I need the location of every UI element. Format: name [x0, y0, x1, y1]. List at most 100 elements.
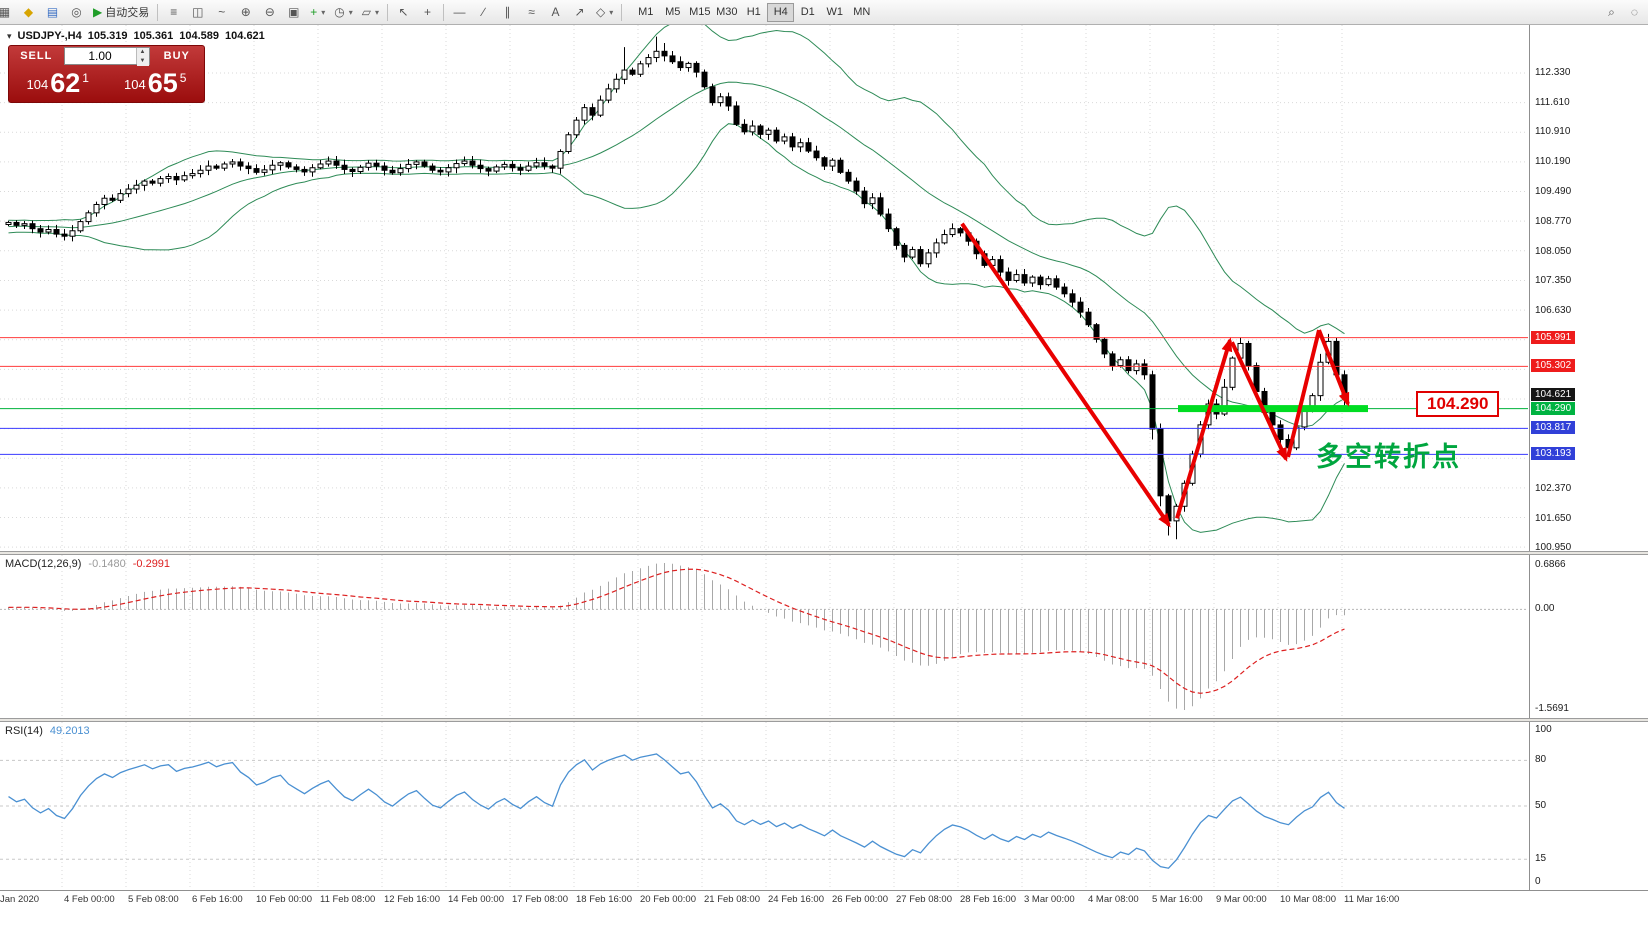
timeframe-h4[interactable]: H4 — [767, 2, 795, 22]
ohlc-high: 105.361 — [133, 30, 174, 42]
time-axis-label: 14 Feb 00:00 — [448, 894, 504, 905]
community-button[interactable]: ◌ — [1623, 2, 1646, 23]
symbol-label: USDJPY-,H4 — [17, 30, 82, 42]
rsi-scale[interactable]: 100 80 50 15 0 — [1529, 722, 1648, 890]
bar-chart-icon: ≡ — [170, 5, 178, 19]
price-scale-label: 110.910 — [1535, 126, 1571, 138]
zoom-out-button[interactable]: ⊖ — [258, 2, 281, 23]
price-level-tag: 103.193 — [1531, 447, 1576, 461]
buy-price-big: 65 — [147, 68, 178, 98]
symbol-info: ▾ USDJPY-,H4 105.319 105.361 104.589 104… — [7, 30, 265, 42]
timeframe-mn[interactable]: MN — [853, 6, 871, 18]
navigator-button[interactable]: ◎ — [65, 2, 88, 23]
new-chart-button[interactable]: ▦ — [0, 2, 16, 23]
timeframe-m15[interactable]: M15 — [689, 6, 711, 18]
one-click-collapse-icon[interactable]: ▾ — [7, 30, 12, 41]
time-axis-label: 10 Feb 00:00 — [256, 894, 312, 905]
community-icon: ◌ — [1630, 5, 1639, 19]
main-chart-pane: 112.330 111.610 110.910 110.190 109.490 108.7… — [0, 25, 1648, 553]
periods-button[interactable]: ◷ ▾ — [330, 2, 357, 23]
candlestick-button[interactable]: ◫ — [186, 2, 209, 23]
volume-input[interactable] — [64, 48, 136, 64]
timeframe-h1[interactable]: H1 — [746, 6, 761, 18]
crosshair-button[interactable]: + — [416, 2, 439, 23]
channel-button[interactable]: ∥ — [496, 2, 519, 23]
time-axis[interactable]: Jan 2020 4 Feb 00:00 5 Feb 08:00 6 Feb 16:0… — [0, 890, 1648, 909]
autotrading-button[interactable]: ▶ 自动交易 — [89, 2, 153, 23]
buy-label: BUY — [163, 50, 190, 62]
trendline-button[interactable]: ∕ — [472, 2, 495, 23]
timeframe-m1[interactable]: M1 — [638, 6, 654, 18]
sell-price-main: 104 — [26, 77, 49, 92]
indicators-button[interactable]: + ▾ — [306, 2, 329, 23]
price-level-tag: 105.991 — [1531, 330, 1576, 344]
channel-icon: ∥ — [504, 5, 511, 19]
search-icon: ⌕ — [1608, 5, 1615, 19]
market-watch-icon: ▤ — [46, 5, 59, 19]
navigator-icon: ◎ — [71, 5, 82, 19]
volume-down-button[interactable]: ▼ — [136, 57, 149, 66]
time-axis-label: 21 Feb 08:00 — [704, 894, 760, 905]
horizontal-line-icon: ― — [453, 5, 466, 19]
price-chart-canvas[interactable] — [0, 25, 1528, 551]
price-scale-label: 107.350 — [1535, 274, 1572, 286]
toolbar: ▦ ◆ ▤ ◎ ▶ 自动交易 ≡ ◫ ~ ⊕ ⊖ ▣ + ▾ ◷ ▾ ▱ ▾ ↖ + ―… — [0, 0, 1648, 25]
shapes-button[interactable]: ◇ ▾ — [592, 2, 617, 23]
horizontal-line-button[interactable]: ― — [448, 2, 471, 23]
rsi-scale-label: 80 — [1535, 754, 1547, 766]
pane-divider[interactable] — [0, 718, 1648, 722]
buy-button[interactable]: 104 65 5 — [107, 66, 205, 102]
autotrading-label: 自动交易 — [105, 7, 150, 19]
templates-button[interactable]: ▱ ▾ — [358, 2, 383, 23]
timeframe-d1[interactable]: D1 — [800, 6, 815, 18]
fibonacci-icon: ≈ — [528, 5, 535, 19]
sell-button[interactable]: 104 62 1 — [9, 66, 107, 102]
fibonacci-button[interactable]: ≈ — [520, 2, 543, 23]
time-axis-label: 6 Feb 16:00 — [192, 894, 243, 905]
pane-divider[interactable] — [0, 551, 1648, 555]
time-axis-label: 5 Feb 08:00 — [128, 894, 179, 905]
toolbar-separator — [443, 3, 445, 21]
bar-chart-button[interactable]: ≡ — [162, 2, 185, 23]
candlestick-icon: ◫ — [192, 5, 204, 19]
time-axis-label: 12 Feb 16:00 — [384, 894, 440, 905]
time-axis-label: 5 Mar 16:00 — [1152, 894, 1203, 905]
rsi-name: RSI(14) — [5, 725, 43, 737]
text-tool-button[interactable]: A — [544, 2, 567, 23]
toolbar-separator — [621, 3, 623, 21]
time-axis-label: 28 Feb 16:00 — [960, 894, 1016, 905]
price-level-tag: 104.290 — [1531, 401, 1576, 415]
ohlc-low: 104.589 — [179, 30, 220, 42]
tile-windows-button[interactable]: ▣ — [282, 2, 305, 23]
time-axis-label: 26 Feb 00:00 — [832, 894, 888, 905]
arrow-tool-button[interactable]: ↗ — [568, 2, 591, 23]
rsi-scale-label: 50 — [1535, 800, 1547, 811]
macd-label: MACD(12,26,9) -0.1480 -0.2991 — [5, 558, 170, 570]
market-watch-button[interactable]: ▤ — [41, 2, 64, 23]
zoom-in-button[interactable]: ⊕ — [234, 2, 257, 23]
line-chart-button[interactable]: ~ — [210, 2, 233, 23]
rsi-scale-label: 15 — [1535, 853, 1547, 865]
price-scale-label: 109.490 — [1535, 185, 1572, 197]
turning-point-annotation[interactable]: 多空转折点 — [1316, 442, 1461, 472]
macd-scale-label: -1.5691 — [1535, 703, 1569, 714]
new-order-button[interactable]: ◆ — [17, 2, 40, 23]
rsi-canvas[interactable] — [0, 722, 1528, 890]
timeframe-m5[interactable]: M5 — [665, 6, 681, 18]
price-scale[interactable]: 112.330 111.610 110.910 110.190 109.490 108.7… — [1529, 25, 1648, 553]
price-scale-label: 100.950 — [1535, 542, 1572, 553]
cursor-button[interactable]: ↖ — [392, 2, 415, 23]
timeframe-m30[interactable]: M30 — [716, 6, 738, 18]
timeframe-w1[interactable]: W1 — [826, 6, 844, 18]
macd-canvas[interactable] — [0, 555, 1528, 718]
volume-up-button[interactable]: ▲ — [136, 48, 149, 57]
buy-price-main: 104 — [124, 77, 146, 92]
time-axis-label: 17 Feb 08:00 — [512, 894, 568, 905]
crosshair-icon: + — [424, 5, 432, 19]
search-button[interactable]: ⌕ — [1600, 2, 1623, 23]
one-click-trading-widget: SELL ▲ ▼ BUY 104 62 1 104 — [8, 45, 205, 103]
price-annotation-box[interactable]: 104.290 — [1416, 391, 1500, 417]
macd-scale[interactable]: 0.6866 0.00 -1.5691 — [1529, 555, 1648, 718]
sell-price-big: 62 — [50, 68, 81, 98]
